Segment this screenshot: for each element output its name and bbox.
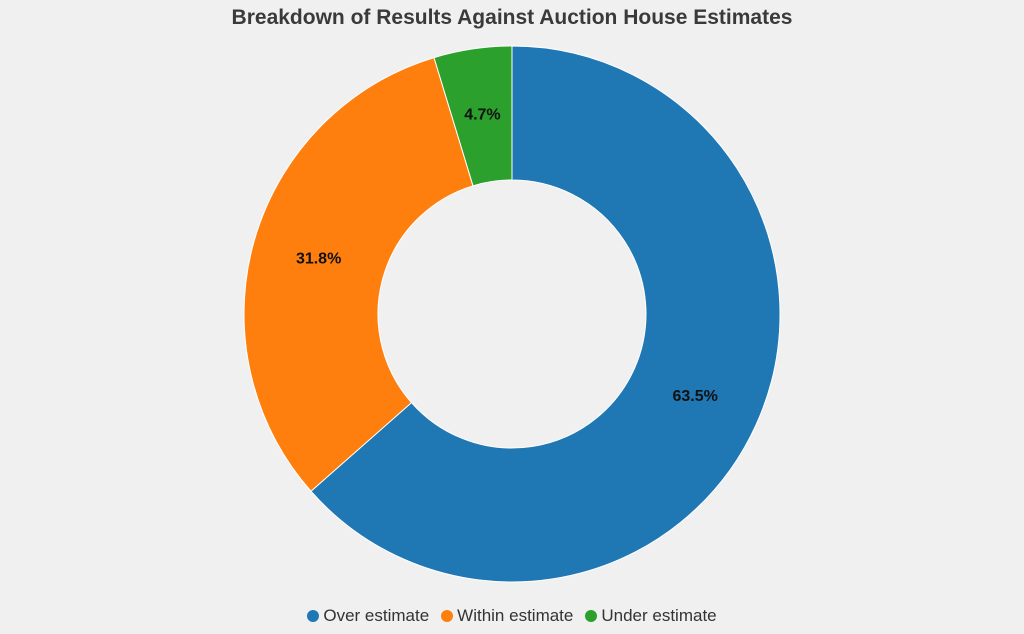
chart-title: Breakdown of Results Against Auction Hou… xyxy=(231,6,793,29)
legend-label-over-estimate: Over estimate xyxy=(323,606,430,625)
legend-label-within-estimate: Within estimate xyxy=(457,606,574,625)
slice-label-under-estimate: 4.7% xyxy=(464,107,500,124)
legend-swatch-under-estimate xyxy=(585,610,598,622)
slice-within-estimate[interactable] xyxy=(243,56,474,492)
legend-label-under-estimate: Under estimate xyxy=(601,606,717,625)
slice-label-over-estimate: 63.5% xyxy=(673,388,718,405)
legend-swatch-within-estimate xyxy=(441,610,454,622)
legend-swatch-over-estimate xyxy=(307,610,320,622)
slice-under-estimate[interactable] xyxy=(433,45,513,187)
legend-item-under-estimate[interactable]: Under estimate xyxy=(585,606,717,626)
legend-item-within-estimate[interactable]: Within estimate xyxy=(441,606,573,626)
slice-label-within-estimate: 31.8% xyxy=(296,251,341,268)
slices-group xyxy=(243,45,781,583)
labels-group: 63.5% 31.8% 4.7% xyxy=(296,107,718,406)
slice-over-estimate[interactable] xyxy=(310,45,781,583)
legend-item-over-estimate[interactable]: Over estimate xyxy=(307,606,429,626)
legend: Over estimate Within estimate Under esti… xyxy=(0,606,1024,626)
